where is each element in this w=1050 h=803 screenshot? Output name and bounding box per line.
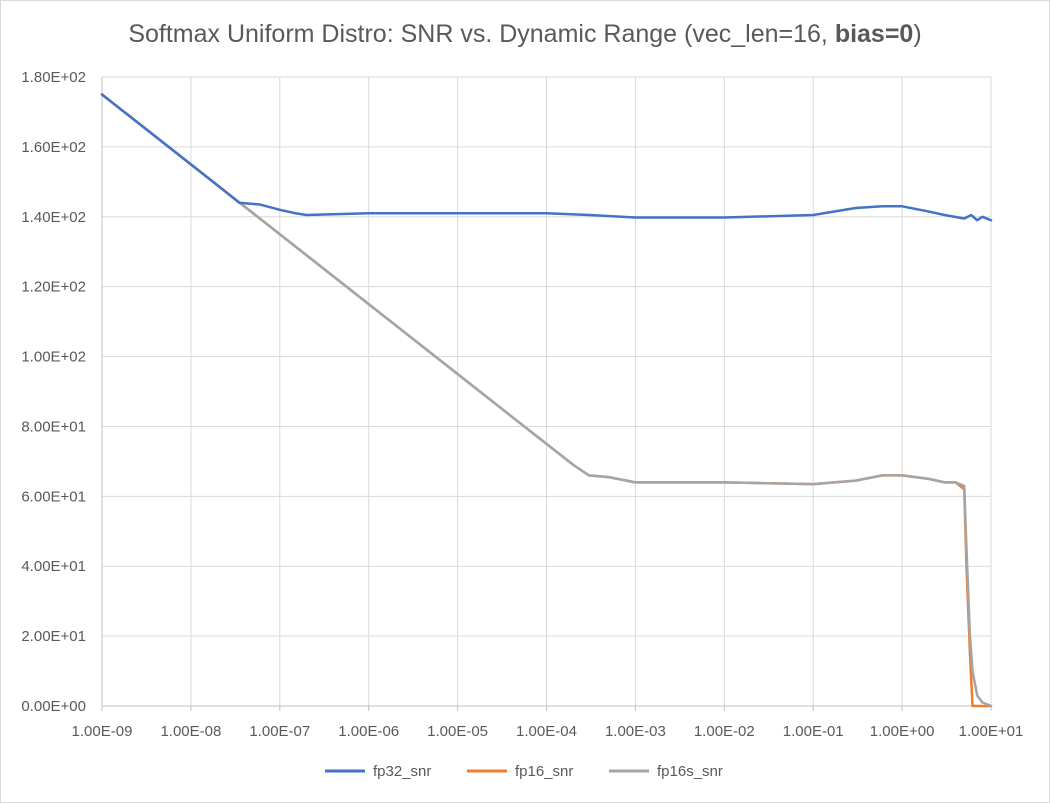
chart-title: Softmax Uniform Distro: SNR vs. Dynamic … <box>0 20 1050 49</box>
x-tick-label: 1.00E-03 <box>605 723 666 740</box>
y-tick-label: 4.00E+01 <box>21 558 86 575</box>
x-tick-label: 1.00E-09 <box>72 723 133 740</box>
y-tick-label: 1.00E+02 <box>21 349 86 366</box>
legend: fp32_snr fp16_snr fp16s_snr <box>325 763 723 780</box>
gridlines <box>102 76 992 706</box>
series-line-fp16s-snr <box>100 93 993 708</box>
y-tick-label: 2.00E+01 <box>21 628 86 645</box>
x-tick-label: 1.00E-04 <box>516 723 577 740</box>
chart-title-close: ) <box>913 20 922 48</box>
legend-label-fp32-snr: fp32_snr <box>373 763 431 780</box>
chart-title-main: Softmax Uniform Distro: SNR vs. Dynamic … <box>128 20 835 48</box>
x-tick-label: 1.00E-02 <box>694 723 755 740</box>
x-tick-label: 1.00E-06 <box>338 723 399 740</box>
x-tick-label: 1.00E-07 <box>249 723 310 740</box>
x-tick-label: 1.00E+01 <box>959 723 1024 740</box>
y-tick-label: 6.00E+01 <box>21 488 86 505</box>
legend-label-fp16-snr: fp16_snr <box>515 763 573 780</box>
x-tick-label: 1.00E-08 <box>160 723 221 740</box>
y-tick-label: 1.60E+02 <box>21 139 86 156</box>
x-tick-label: 1.00E+00 <box>870 723 935 740</box>
y-tick-label: 0.00E+00 <box>21 698 86 715</box>
x-tick-label: 1.00E-01 <box>783 723 844 740</box>
series-lines <box>100 93 993 708</box>
chart-title-bold: bias=0 <box>834 20 914 48</box>
y-tick-label: 1.40E+02 <box>21 209 86 226</box>
y-tick-label: 8.00E+01 <box>21 418 86 435</box>
axes: 0.00E+00 2.00E+01 4.00E+01 6.00E+01 8.00E+01… <box>21 69 1023 740</box>
legend-label-fp16s-snr: fp16s_snr <box>657 763 723 780</box>
x-tick-label: 1.00E-05 <box>427 723 488 740</box>
y-tick-label: 1.20E+02 <box>21 279 86 296</box>
series-line-fp32-snr <box>100 93 993 222</box>
y-tick-label: 1.80E+02 <box>21 69 86 86</box>
